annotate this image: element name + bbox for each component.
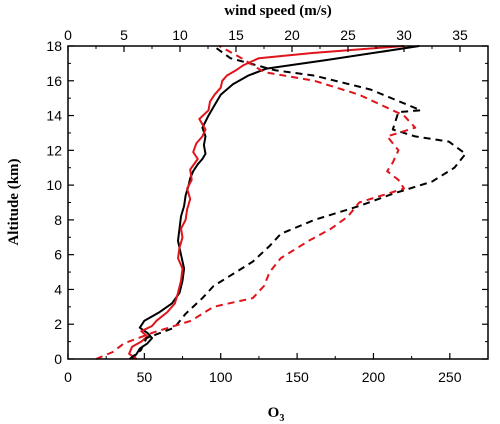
- bottom-tick-label: 50: [137, 369, 153, 385]
- bottom-tick-label: 200: [362, 369, 386, 385]
- top-tick-label: 30: [396, 27, 412, 43]
- bottom-axis-title-sub: 3: [279, 413, 284, 424]
- y-tick-label: 18: [46, 38, 62, 54]
- top-tick-label: 15: [228, 27, 244, 43]
- top-tick-label: 25: [340, 27, 356, 43]
- y-tick-label: 4: [54, 281, 62, 297]
- bottom-tick-label: 100: [209, 369, 233, 385]
- series-line-2: [130, 46, 466, 359]
- top-tick-label: 20: [284, 27, 300, 43]
- bottom-axis-title-main: O: [268, 405, 280, 421]
- series-line-1: [129, 46, 404, 359]
- top-tick-label: 0: [64, 27, 72, 43]
- y-axis-title: Altitude (km): [6, 158, 22, 245]
- ticks-layer: 0 50 100 150 200 250 0 5 10 15 20 25 30 35 0 2 4 6 8 10 12 14…: [46, 27, 488, 385]
- y-tick-label: 12: [46, 142, 62, 158]
- bottom-axis-title: O3: [268, 405, 285, 424]
- top-tick-label: 5: [120, 27, 128, 43]
- bottom-tick-label: 150: [285, 369, 309, 385]
- y-tick-label: 6: [54, 247, 62, 263]
- top-axis-title: wind speed (m/s): [224, 3, 332, 19]
- y-tick-label: 16: [46, 73, 62, 89]
- top-tick-label: 10: [172, 27, 188, 43]
- y-tick-label: 2: [54, 316, 62, 332]
- plot-frame: [68, 46, 488, 359]
- y-tick-label: 8: [54, 212, 62, 228]
- y-tick-label: 14: [46, 108, 62, 124]
- y-tick-label: 0: [54, 351, 62, 367]
- bottom-tick-label: 250: [438, 369, 462, 385]
- bottom-tick-label: 0: [64, 369, 72, 385]
- series-layer: [96, 46, 466, 359]
- top-tick-label: 35: [452, 27, 468, 43]
- y-tick-label: 10: [46, 177, 62, 193]
- series-line-0: [132, 46, 419, 359]
